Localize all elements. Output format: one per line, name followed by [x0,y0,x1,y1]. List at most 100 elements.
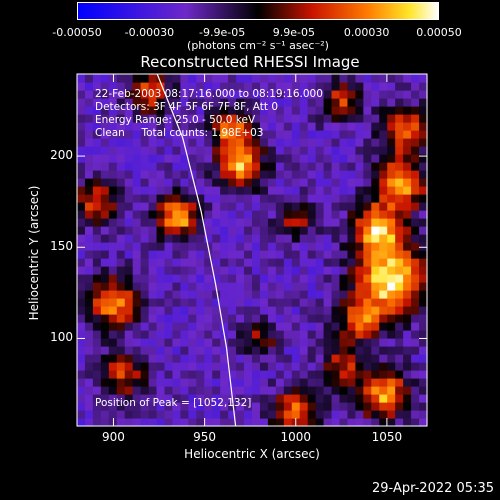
heatmap-cell [77,354,86,363]
heatmap-cell [100,354,110,363]
heatmap-cell [331,258,341,267]
heatmap-cell [419,394,428,403]
heatmap-cell [283,370,293,379]
heatmap-cell [172,170,181,179]
heatmap-cell [180,82,189,91]
heatmap-cell [140,362,150,371]
heatmap-cell [77,138,86,147]
heatmap-cell [403,146,412,155]
heatmap-cell [267,402,277,411]
heatmap-cell [196,362,205,371]
heatmap-cell [228,402,237,411]
heatmap-cell [379,82,388,91]
heatmap-cell [331,114,341,123]
heatmap-cell [252,138,261,147]
heatmap-cell [196,170,205,179]
heatmap-cell [164,162,174,171]
heatmap-cell [108,274,118,283]
heatmap-cell [77,82,86,91]
heatmap-cell [164,298,174,307]
heatmap-cell [395,298,404,307]
heatmap-cell [180,410,189,419]
heatmap-cell [411,258,420,267]
heatmap-cell [196,74,205,83]
solar-limb-curve [156,73,237,427]
heatmap-cell [275,306,285,315]
heatmap-cell [275,394,285,403]
heatmap-cell [148,346,158,355]
heatmap-cell [204,218,213,227]
heatmap-cell [236,106,245,115]
heatmap-cell [411,298,420,307]
heatmap-cell [331,178,341,187]
heatmap-cell [315,210,325,219]
heatmap-cell [267,330,277,339]
heatmap-cell [259,394,269,403]
heatmap-cell [395,194,404,203]
heatmap-cell [411,130,420,139]
heatmap-cell [236,298,245,307]
heatmap-cell [100,218,110,227]
heatmap-cell [204,258,213,267]
heatmap-cell [244,82,253,91]
heatmap-cell [411,170,420,179]
heatmap-cell [196,146,205,155]
heatmap-cell [204,290,213,299]
heatmap-cell [236,138,245,147]
heatmap-cell [395,114,404,123]
heatmap-cell [283,362,293,371]
heatmap-cell [132,386,142,395]
heatmap-cell [275,178,285,187]
heatmap-cell [204,322,213,331]
heatmap-cell [419,82,428,91]
heatmap-cell [315,258,325,267]
heatmap-cell [299,154,309,163]
heatmap-cell [228,82,237,91]
heatmap-cell [212,210,221,219]
heatmap-cell [220,170,229,179]
heatmap-cell [228,258,237,267]
heatmap-cell [252,410,261,419]
heatmap-cell [259,218,269,227]
heatmap-cell [387,250,396,259]
heatmap-cell [299,346,309,355]
heatmap-cell [156,74,166,83]
heatmap-cell [323,410,333,419]
heatmap-cell [108,138,118,147]
heatmap-cell [244,138,253,147]
heatmap-cell [220,218,229,227]
heatmap-cell [252,330,261,339]
heatmap-cell [140,298,150,307]
heatmap-cell [347,98,356,107]
heatmap-cell [347,210,356,219]
heatmap-cell [236,194,245,203]
heatmap-cell [387,282,396,291]
heatmap-cell [323,250,333,259]
heatmap-cell [267,322,277,331]
heatmap-cell [132,322,142,331]
heatmap-cell [100,114,110,123]
heatmap-cell [307,154,317,163]
heatmap-cell [339,250,349,259]
heatmap-cell [283,226,293,235]
heatmap-cell [339,74,349,83]
heatmap-cell [228,362,237,371]
heatmap-cell [212,314,221,323]
heatmap-cell [172,162,181,171]
heatmap-cell [188,146,197,155]
heatmap-cell [204,170,213,179]
heatmap-cell [259,290,269,299]
heatmap-cell [77,370,86,379]
heatmap-cell [283,322,293,331]
heatmap-cell [379,330,388,339]
heatmap-cell [323,74,333,83]
heatmap-cell [228,194,237,203]
heatmap-cell [164,154,174,163]
heatmap-cell [371,298,380,307]
heatmap-cell [196,322,205,331]
heatmap-cell [363,138,372,147]
heatmap-cell [419,146,428,155]
heatmap-cell [77,242,86,251]
heatmap-cell [180,210,189,219]
heatmap-cell [172,138,181,147]
